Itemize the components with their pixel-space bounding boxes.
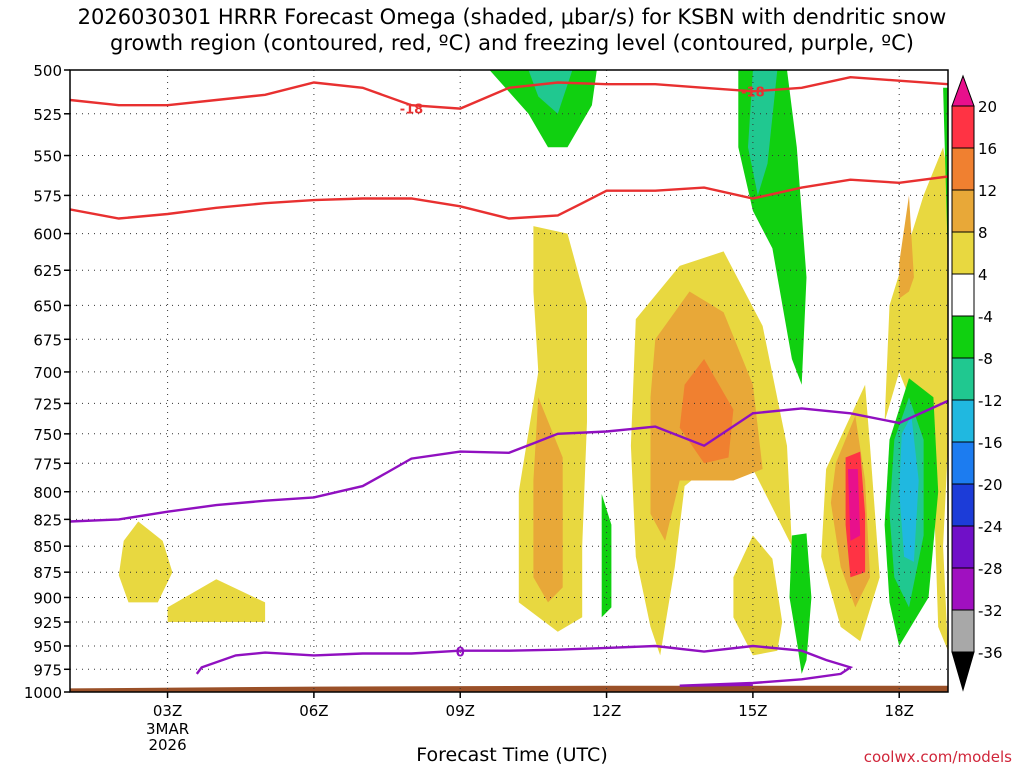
colorbar-label-11: -28 bbox=[978, 560, 1003, 578]
omega-region-16 bbox=[848, 469, 861, 541]
xtick-sublabel-1: 2026 bbox=[148, 736, 186, 754]
omega-region-22 bbox=[899, 415, 919, 562]
xtick-sublabel-0: 3MAR bbox=[146, 720, 189, 738]
colorbar-bin-7 bbox=[951, 399, 975, 443]
colorbar-bin-6 bbox=[951, 357, 975, 401]
xtick-label-12Z: 12Z bbox=[592, 702, 621, 720]
plot-frame bbox=[69, 69, 949, 693]
colorbar-bin-1 bbox=[951, 147, 975, 191]
colorbar-label-6: -8 bbox=[978, 350, 993, 368]
colorbar-bin-12 bbox=[951, 609, 975, 653]
contour-label-3: 0 bbox=[456, 646, 465, 661]
colorbar-bin-0 bbox=[951, 105, 975, 149]
omega-region-17 bbox=[789, 533, 812, 674]
ytick-label-875: 875 bbox=[33, 564, 62, 582]
omega-region-19 bbox=[899, 195, 914, 299]
chart-title: 2026030301 HRRR Forecast Omega (shaded, … bbox=[0, 4, 1024, 56]
ytick-label-550: 550 bbox=[33, 148, 62, 166]
colorbar-label-9: -20 bbox=[978, 476, 1003, 494]
colorbar-top-arrow bbox=[951, 74, 975, 107]
ytick-label-1000: 1000 bbox=[24, 684, 62, 702]
ytick-label-775: 775 bbox=[33, 455, 62, 473]
xtick-label-06Z: 06Z bbox=[299, 702, 328, 720]
colorbar-bin-2 bbox=[951, 189, 975, 233]
ground-surface bbox=[70, 685, 948, 692]
omega-region-2 bbox=[489, 70, 597, 148]
omega-region-9 bbox=[679, 359, 734, 464]
colorbar-label-5: -4 bbox=[978, 308, 993, 326]
colorbar-label-4: 4 bbox=[978, 266, 988, 284]
omega-region-5 bbox=[533, 397, 563, 603]
omega-region-11 bbox=[748, 70, 778, 196]
xtick-label-18Z: 18Z bbox=[885, 702, 914, 720]
omega-colorbar: 20 16 12 8 4 -4 -8 -12 -16 -20 -24 -28 -32 -36 bbox=[951, 74, 1003, 692]
omega-region-0 bbox=[118, 521, 173, 603]
xtick-label-03Z: 03Z bbox=[153, 702, 182, 720]
temperature-contours: -18 -18 0 bbox=[70, 75, 948, 687]
omega-region-3 bbox=[528, 70, 573, 114]
gridlines bbox=[70, 69, 948, 693]
colorbar-label-3: 8 bbox=[978, 224, 988, 242]
ytick-label-575: 575 bbox=[33, 187, 62, 205]
pressure-axis: 500 525 550 575 600 625 650 675 700 725 750 775 800 8… bbox=[24, 62, 70, 702]
colorbar-label-10: -24 bbox=[978, 518, 1003, 536]
colorbar-label-0: 20 bbox=[978, 98, 997, 116]
ytick-label-825: 825 bbox=[33, 511, 62, 529]
ytick-label-950: 950 bbox=[33, 638, 62, 656]
ytick-label-675: 675 bbox=[33, 331, 62, 349]
colorbar-label-7: -12 bbox=[978, 392, 1003, 410]
x-axis-label: Forecast Time (UTC) bbox=[416, 744, 608, 766]
credit-link[interactable]: coolwx.com/models bbox=[863, 748, 1012, 766]
colorbar-label-2: 12 bbox=[978, 182, 997, 200]
omega-region-1 bbox=[167, 579, 266, 622]
ytick-label-800: 800 bbox=[33, 484, 62, 502]
ytick-label-725: 725 bbox=[33, 395, 62, 413]
ytick-label-625: 625 bbox=[33, 262, 62, 280]
chart-title-line2: growth region (contoured, red, ºC) and f… bbox=[110, 31, 914, 55]
colorbar-bin-9 bbox=[951, 483, 975, 527]
ytick-label-975: 975 bbox=[33, 661, 62, 679]
colorbar-bin-4 bbox=[951, 273, 975, 317]
colorbar-label-1: 16 bbox=[978, 140, 997, 158]
ytick-label-700: 700 bbox=[33, 364, 62, 382]
xtick-label-15Z: 15Z bbox=[738, 702, 767, 720]
colorbar-bin-11 bbox=[951, 567, 975, 611]
omega-region-12 bbox=[733, 535, 783, 656]
colorbar-label-8: -16 bbox=[978, 434, 1003, 452]
xtick-label-09Z: 09Z bbox=[446, 702, 475, 720]
chart-title-line1: 2026030301 HRRR Forecast Omega (shaded, … bbox=[77, 5, 947, 29]
colorbar-bin-8 bbox=[951, 441, 975, 485]
ytick-label-525: 525 bbox=[33, 106, 62, 124]
contour-line-2 bbox=[70, 399, 948, 523]
omega-shaded-fills bbox=[70, 70, 948, 692]
contour-line-3 bbox=[195, 644, 854, 687]
ytick-label-600: 600 bbox=[33, 226, 62, 244]
colorbar-label-12: -32 bbox=[978, 602, 1003, 620]
contour-line-0 bbox=[70, 75, 948, 110]
ytick-label-650: 650 bbox=[33, 297, 62, 315]
contour-label-0: -18 bbox=[400, 103, 424, 118]
contour-label-1: -18 bbox=[741, 85, 765, 100]
ytick-label-900: 900 bbox=[33, 589, 62, 607]
ytick-label-500: 500 bbox=[33, 62, 62, 80]
ytick-label-750: 750 bbox=[33, 426, 62, 444]
ytick-label-925: 925 bbox=[33, 614, 62, 632]
colorbar-bin-3 bbox=[951, 231, 975, 275]
plot-border bbox=[69, 69, 949, 693]
colorbar-bin-5 bbox=[951, 315, 975, 359]
omega-region-6 bbox=[601, 494, 612, 618]
colorbar-bin-10 bbox=[951, 525, 975, 569]
colorbar-bottom-arrow bbox=[951, 651, 975, 692]
ytick-label-850: 850 bbox=[33, 538, 62, 556]
contour-line-1 bbox=[70, 175, 948, 220]
colorbar-label-13: -36 bbox=[978, 644, 1003, 662]
